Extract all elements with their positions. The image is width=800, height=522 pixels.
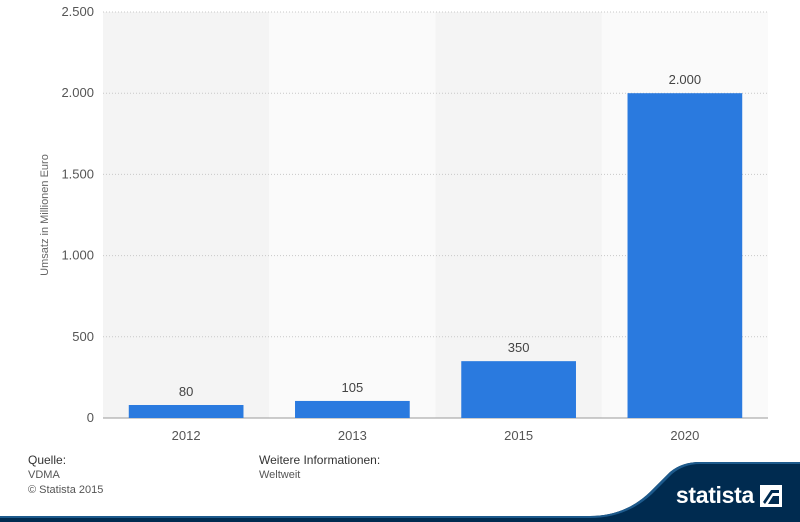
y-axis-title: Umsatz in Millionen Euro xyxy=(39,154,51,276)
column-band-2013 xyxy=(269,12,436,418)
statista-logo-icon xyxy=(760,484,782,507)
source-line-vdma: VDMA xyxy=(28,469,60,481)
info-line-region: Weltweit xyxy=(259,469,301,481)
source-heading: Quelle: xyxy=(28,453,67,467)
brand-name: statista xyxy=(675,482,754,508)
y-axis-ticks: 0 500 1.000 1.500 2.000 2.500 xyxy=(61,4,94,425)
y-tick-500: 500 xyxy=(72,329,94,344)
data-label-2020: 2.000 xyxy=(669,72,702,87)
x-tick-2020: 2020 xyxy=(670,428,699,443)
y-tick-2000: 2.000 xyxy=(61,85,94,100)
data-label-2012: 80 xyxy=(179,384,193,399)
bar-2012 xyxy=(128,405,244,418)
y-tick-0: 0 xyxy=(87,410,94,425)
bar-chart: 0 500 1.000 1.500 2.000 2.500 80 105 350 2.000 2… xyxy=(39,4,768,443)
y-tick-1000: 1.000 xyxy=(61,248,94,263)
column-band-2015 xyxy=(435,12,602,418)
x-tick-2013: 2013 xyxy=(338,428,367,443)
copyright-line: © Statista 2015 xyxy=(28,484,104,496)
y-tick-1500: 1.500 xyxy=(61,166,94,181)
bars xyxy=(128,93,743,418)
data-label-2013: 105 xyxy=(342,380,364,395)
data-label-2015: 350 xyxy=(508,340,530,355)
bar-2020 xyxy=(627,93,743,418)
source-block: Quelle: VDMA © Statista 2015 xyxy=(28,453,103,498)
x-tick-2012: 2012 xyxy=(172,428,201,443)
statista-logo[interactable]: statista xyxy=(676,482,782,509)
y-tick-2500: 2.500 xyxy=(61,4,94,19)
info-heading: Weitere Informationen: xyxy=(259,453,381,467)
bar-2013 xyxy=(295,400,410,418)
column-band-2012 xyxy=(103,12,270,418)
bar-2015 xyxy=(461,361,576,418)
info-block: Weitere Informationen: Weltweit xyxy=(259,453,380,483)
x-axis-ticks: 2012 2013 2015 2020 xyxy=(172,428,700,443)
brand-bar xyxy=(0,462,800,522)
data-labels: 80 105 350 2.000 xyxy=(179,72,701,399)
x-tick-2015: 2015 xyxy=(504,428,533,443)
